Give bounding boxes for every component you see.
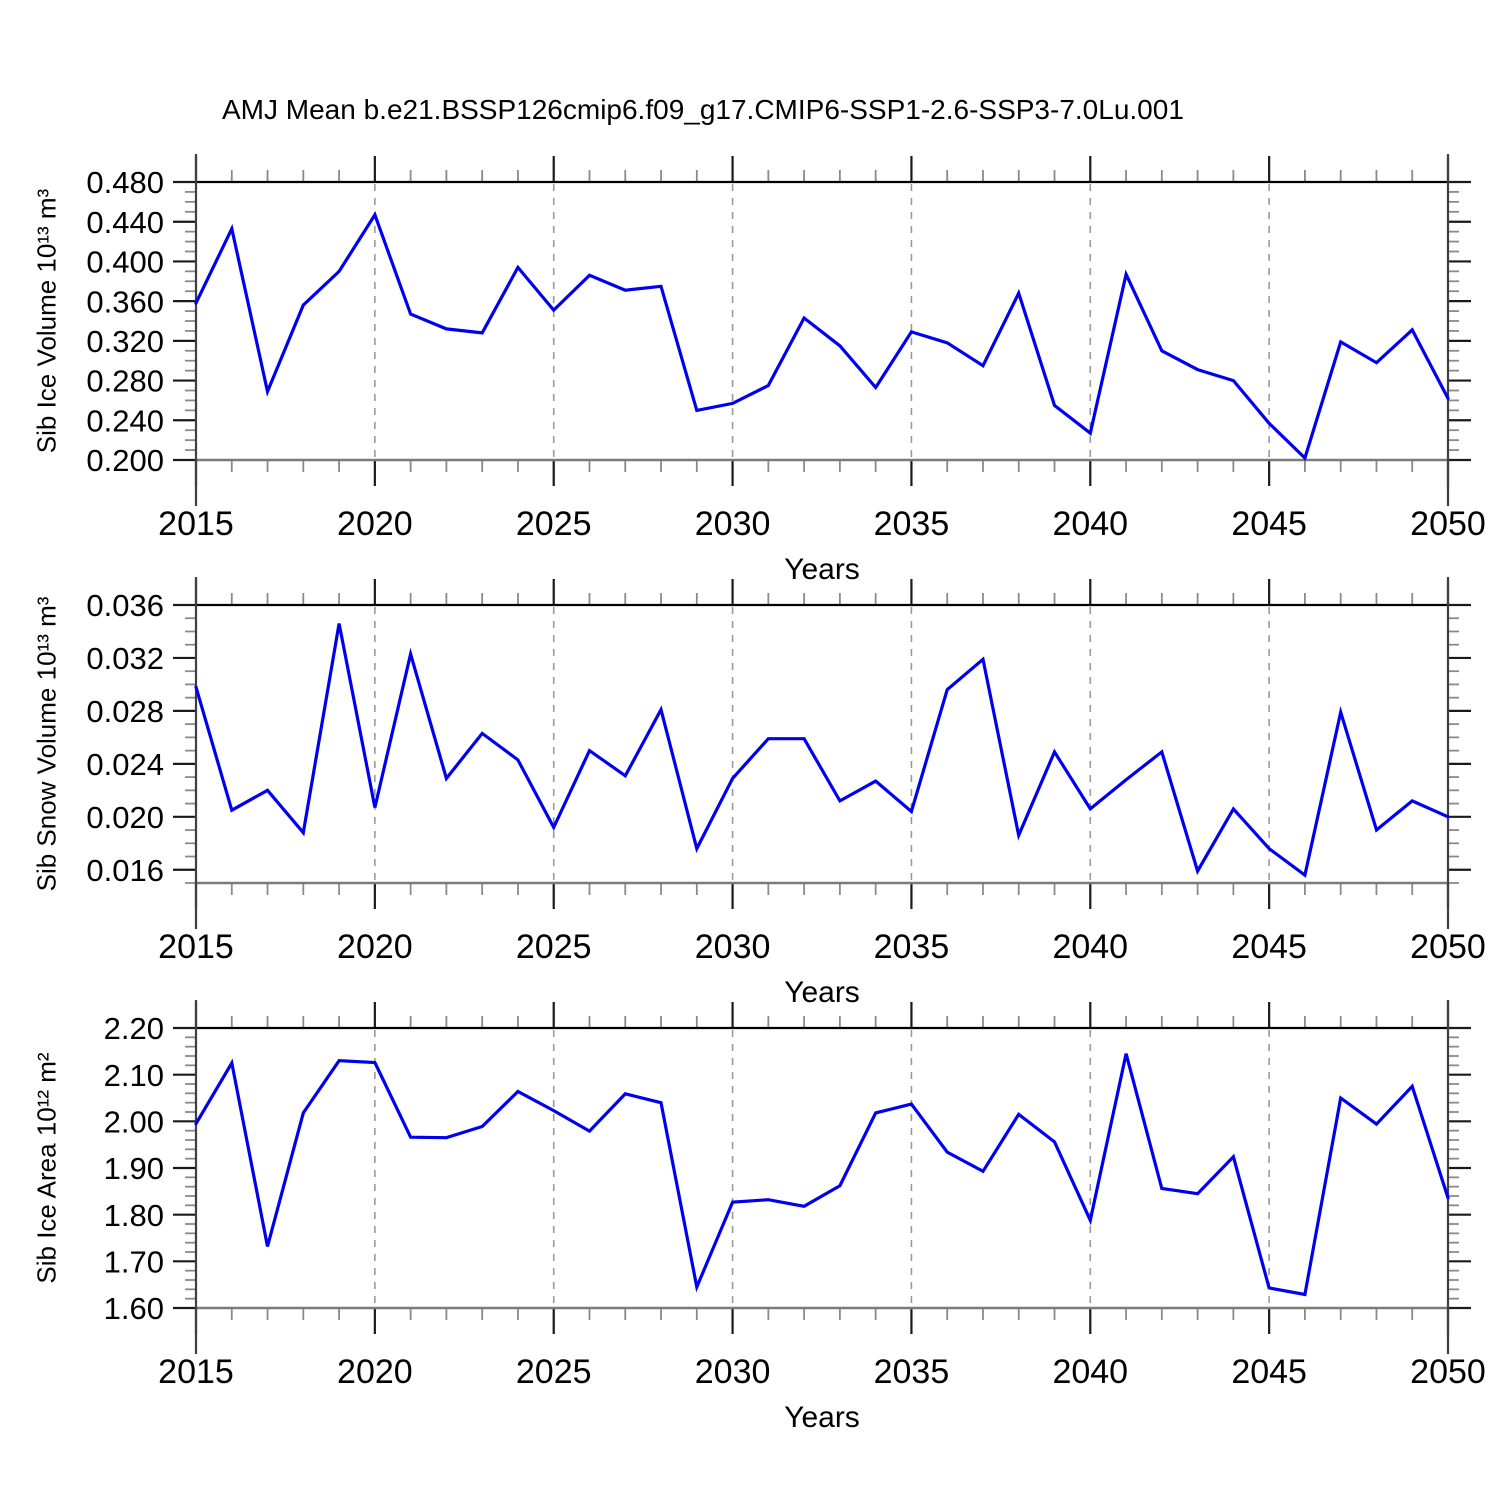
y-tick-label: 0.020 [86, 800, 164, 835]
y-tick-label: 1.80 [104, 1198, 164, 1233]
x-tick-label: 2035 [874, 928, 950, 966]
x-tick-label: 2040 [1052, 505, 1128, 543]
y-tick-label: 0.024 [86, 747, 164, 782]
x-tick-label: 2015 [158, 1353, 234, 1391]
x-tick-label: 2050 [1410, 505, 1486, 543]
x-tick-label: 2045 [1231, 1353, 1307, 1391]
y-tick-label: 1.90 [104, 1151, 164, 1186]
y-tick-label: 2.10 [104, 1058, 164, 1093]
x-axis-label-panel2: Years [784, 976, 860, 1009]
y-tick-label: 0.480 [86, 165, 164, 200]
data-line [194, 211, 1450, 461]
x-tick-label: 2020 [337, 505, 413, 543]
x-tick-label: 2040 [1052, 928, 1128, 966]
x-tick-label: 2045 [1231, 505, 1307, 543]
y-tick-label: 2.20 [104, 1011, 164, 1046]
y-tick-label: 0.360 [86, 284, 164, 319]
x-tick-label: 2035 [874, 505, 950, 543]
y-axis-label-sib-ice-area: Sib Ice Area 10¹² m² [31, 1052, 62, 1284]
x-tick-label: 2050 [1410, 928, 1486, 966]
x-tick-label: 2015 [158, 928, 234, 966]
y-tick-label: 1.60 [104, 1291, 164, 1326]
x-tick-label: 2050 [1410, 1353, 1486, 1391]
x-tick-label: 2025 [516, 1353, 592, 1391]
x-tick-label: 2035 [874, 1353, 950, 1391]
y-tick-label: 0.032 [86, 641, 164, 676]
x-axis-label-panel1: Years [784, 553, 860, 586]
y-tick-label: 0.280 [86, 364, 164, 399]
y-tick-label: 0.240 [86, 403, 164, 438]
x-axis-label-panel3: Years [784, 1401, 860, 1434]
x-tick-label: 2015 [158, 505, 234, 543]
y-tick-label: 0.200 [86, 443, 164, 478]
x-tick-label: 2040 [1052, 1353, 1128, 1391]
y-tick-label: 1.70 [104, 1244, 164, 1279]
y-tick-label: 2.00 [104, 1104, 164, 1139]
chart-title: AMJ Mean b.e21.BSSP126cmip6.f09_g17.CMIP… [222, 94, 1184, 125]
y-axis-label-sib-ice-volume: Sib Ice Volume 10¹³ m³ [31, 188, 62, 454]
x-tick-label: 2045 [1231, 928, 1307, 966]
y-tick-label: 0.036 [86, 588, 164, 623]
x-tick-label: 2030 [695, 505, 771, 543]
x-tick-label: 2020 [337, 928, 413, 966]
y-tick-label: 0.028 [86, 694, 164, 729]
y-tick-label: 0.320 [86, 324, 164, 359]
x-tick-label: 2030 [695, 928, 771, 966]
y-tick-label: 0.400 [86, 245, 164, 280]
x-tick-label: 2020 [337, 1353, 413, 1391]
y-axis-label-sib-snow-volume: Sib Snow Volume 10¹³ m³ [31, 596, 62, 892]
data-line [194, 623, 1450, 878]
x-tick-label: 2025 [516, 505, 592, 543]
y-tick-label: 0.440 [86, 205, 164, 240]
y-tick-label: 0.016 [86, 853, 164, 888]
data-line [194, 1053, 1450, 1297]
x-tick-label: 2030 [695, 1353, 771, 1391]
x-tick-label: 2025 [516, 928, 592, 966]
